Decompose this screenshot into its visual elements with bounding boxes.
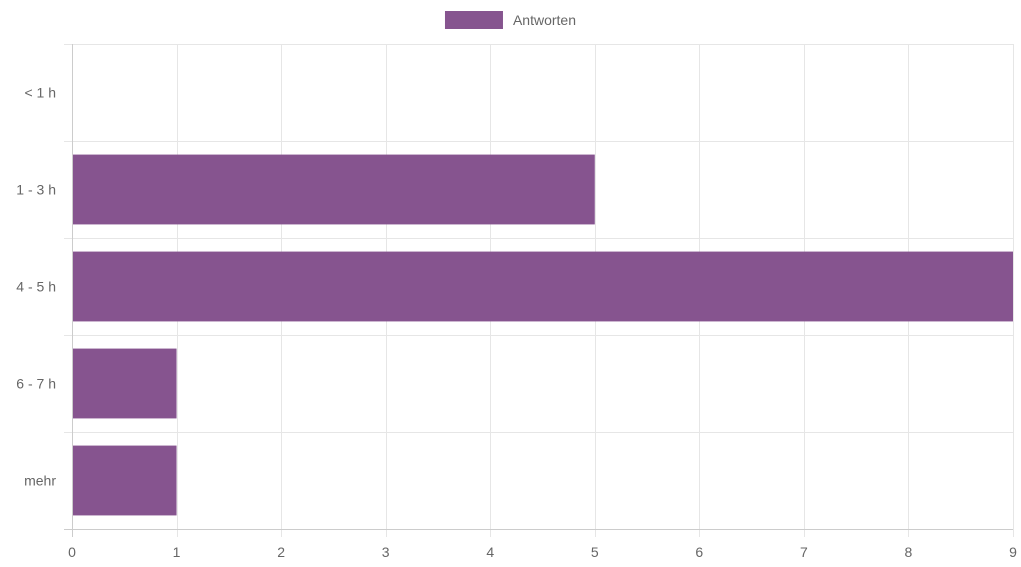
x-tick-label: 8 (905, 544, 913, 560)
x-tick-label: 7 (800, 544, 808, 560)
y-tick-label: 6 - 7 h (16, 376, 56, 392)
legend-label[interactable]: Antworten (513, 12, 576, 28)
x-tick-label: 5 (591, 544, 599, 560)
x-tick-label: 4 (486, 544, 494, 560)
axis-layer: 0 1 2 3 4 5 6 7 8 9 < 1 h 1 - 3 h 4 - 5 h 6 - 7 h mehr (16, 44, 1017, 560)
x-tick-label: 3 (382, 544, 390, 560)
x-tick-label: 6 (695, 544, 703, 560)
bar[interactable] (72, 348, 177, 419)
bars-layer (72, 154, 1013, 516)
x-tick-label: 0 (68, 544, 76, 560)
legend[interactable]: Antworten (444, 11, 576, 29)
y-tick-label: < 1 h (24, 85, 56, 101)
legend-swatch[interactable] (444, 11, 503, 29)
y-tick-label: 1 - 3 h (16, 182, 56, 198)
x-tick-label: 1 (173, 544, 181, 560)
bar[interactable] (72, 154, 595, 225)
y-tick-label: mehr (24, 473, 56, 489)
bar[interactable] (72, 445, 177, 516)
bar[interactable] (72, 251, 1013, 322)
x-tick-label: 9 (1009, 544, 1017, 560)
x-tick-label: 2 (277, 544, 285, 560)
y-tick-label: 4 - 5 h (16, 279, 56, 295)
